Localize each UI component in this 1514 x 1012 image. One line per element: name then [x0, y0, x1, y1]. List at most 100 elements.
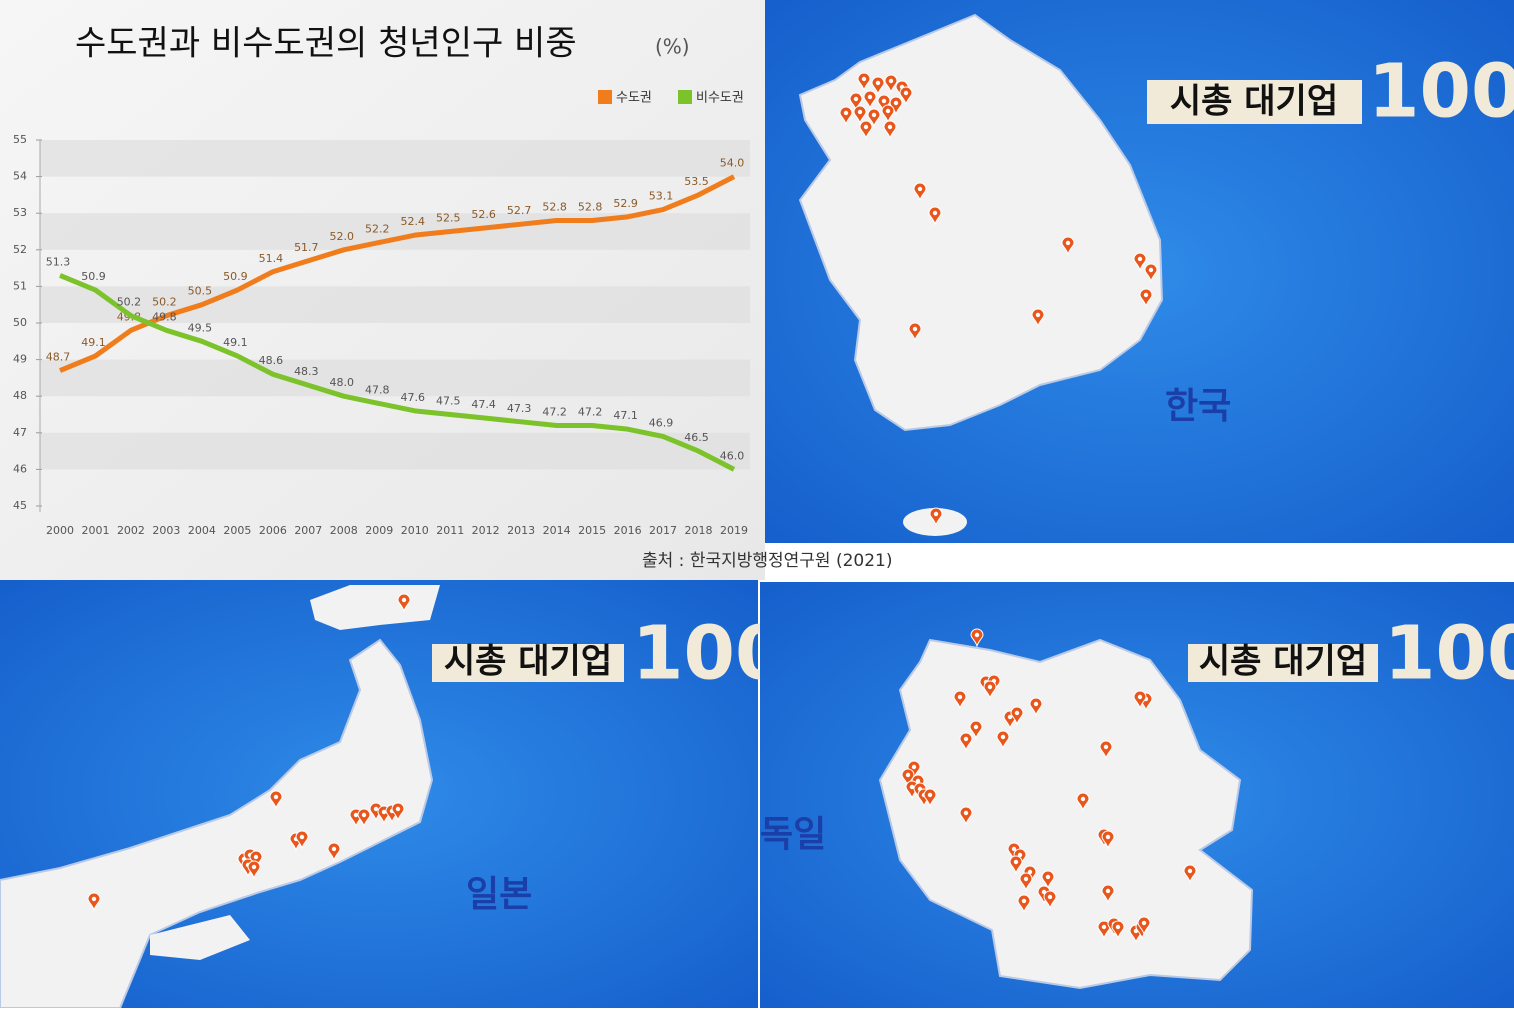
badge: 시총 대기업	[1199, 642, 1367, 682]
badge-box	[1147, 80, 1362, 124]
data-label: 46.0	[720, 449, 745, 462]
source: 출처 : 한국지방행정연구원 (2021)	[642, 551, 893, 571]
country-label: 독일	[760, 814, 826, 855]
data-label: 52.0	[330, 230, 355, 243]
data-label: 49.5	[188, 321, 213, 334]
data-label: 47.1	[613, 409, 638, 422]
x-tick-label: 2007	[294, 524, 322, 537]
data-label: 46.5	[684, 431, 709, 444]
data-label: 52.5	[436, 212, 461, 225]
grid-band	[40, 286, 750, 323]
x-tick-label: 2018	[685, 524, 713, 537]
x-tick-label: 2015	[578, 524, 606, 537]
badge-box	[1188, 644, 1378, 682]
x-tick-label: 2010	[401, 524, 429, 537]
data-label: 50.9	[81, 270, 106, 283]
data-label: 48.3	[294, 365, 319, 378]
y-tick-label: 51	[13, 279, 27, 292]
badge-box	[432, 644, 624, 682]
y-tick-label: 48	[13, 389, 27, 402]
x-tick-label: 2016	[614, 524, 642, 537]
data-label: 48.7	[46, 351, 71, 364]
badge-number: 100	[1368, 49, 1514, 135]
data-label: 48.6	[259, 354, 284, 367]
chart-title: 수도권과 비수도권의 청년인구 비중	[75, 24, 577, 64]
chart-unit: (%)	[655, 35, 690, 59]
data-label: 49.1	[81, 336, 106, 349]
map-shikoku	[150, 915, 250, 960]
data-label: 48.0	[330, 376, 355, 389]
data-label: 52.9	[613, 197, 638, 210]
data-label: 52.8	[542, 201, 567, 214]
y-tick-label: 54	[13, 170, 27, 183]
badge: 시총 대기업	[444, 642, 612, 682]
data-label: 51.7	[294, 241, 319, 254]
y-tick-label: 53	[13, 206, 27, 219]
map-japan	[0, 638, 434, 1009]
data-label: 51.4	[259, 252, 284, 265]
data-label: 47.2	[578, 405, 603, 418]
y-tick-label: 47	[13, 426, 27, 439]
data-label: 53.1	[649, 190, 674, 203]
legend-label: 비수도권	[696, 91, 744, 106]
x-tick-label: 2008	[330, 524, 358, 537]
data-label: 49.8	[152, 310, 177, 323]
grid-band	[40, 140, 750, 177]
legend-swatch	[598, 90, 612, 104]
legend-label: 수도권	[616, 91, 652, 106]
data-label: 50.9	[223, 270, 248, 283]
data-label: 52.6	[471, 208, 496, 221]
badge: 시총 대기업	[1170, 82, 1338, 122]
y-tick-label: 52	[13, 243, 27, 256]
data-label: 47.5	[436, 395, 461, 408]
x-tick-label: 2004	[188, 524, 216, 537]
legend-swatch	[678, 90, 692, 104]
data-label: 50.5	[188, 285, 213, 298]
data-label: 47.3	[507, 402, 532, 415]
data-label: 47.6	[400, 391, 425, 404]
x-tick-label: 2013	[507, 524, 535, 537]
x-tick-label: 2019	[720, 524, 748, 537]
data-label: 51.3	[46, 255, 71, 268]
series-line	[59, 273, 736, 472]
data-label: 47.8	[365, 384, 390, 397]
grid-band	[40, 213, 750, 250]
y-tick-label: 49	[13, 353, 27, 366]
plot: 45 46 47 48 49 50 51 52 53 54 55 2000 2001 2002 2003 20…	[13, 90, 750, 537]
country-label: 일본	[466, 874, 532, 915]
x-tick-label: 2014	[543, 524, 571, 537]
data-label: 50.2	[117, 296, 142, 309]
y-tick-label: 55	[13, 133, 27, 146]
badge-number: 100	[1384, 611, 1514, 697]
x-tick-label: 2017	[649, 524, 677, 537]
data-label: 47.4	[471, 398, 496, 411]
x-tick-label: 2002	[117, 524, 145, 537]
x-tick-label: 2009	[365, 524, 393, 537]
data-label: 52.4	[400, 215, 425, 228]
data-label: 46.9	[649, 416, 674, 429]
x-tick-label: 2003	[152, 524, 180, 537]
grid-band	[40, 359, 750, 397]
map-korea	[798, 13, 1164, 432]
series-line	[59, 174, 736, 373]
x-tick-label: 2011	[436, 524, 464, 537]
country-label: 한국	[1165, 386, 1231, 427]
data-label: 52.7	[507, 204, 532, 217]
x-tick-label: 2005	[223, 524, 251, 537]
x-tick-label: 2006	[259, 524, 287, 537]
grid-band	[40, 432, 750, 470]
data-label: 52.2	[365, 222, 390, 235]
y-tick-label: 46	[13, 462, 27, 475]
data-label: 50.2	[152, 296, 177, 309]
x-tick-label: 2000	[46, 524, 74, 537]
x-tick-label: 2001	[81, 524, 109, 537]
data-label: 52.8	[578, 201, 603, 214]
data-label: 49.1	[223, 336, 248, 349]
data-label: 54.0	[720, 157, 745, 170]
data-label: 47.2	[542, 405, 567, 418]
y-tick-label: 45	[13, 499, 27, 512]
x-tick-label: 2012	[472, 524, 500, 537]
data-label: 53.5	[684, 175, 709, 188]
y-tick-label: 50	[13, 316, 27, 329]
